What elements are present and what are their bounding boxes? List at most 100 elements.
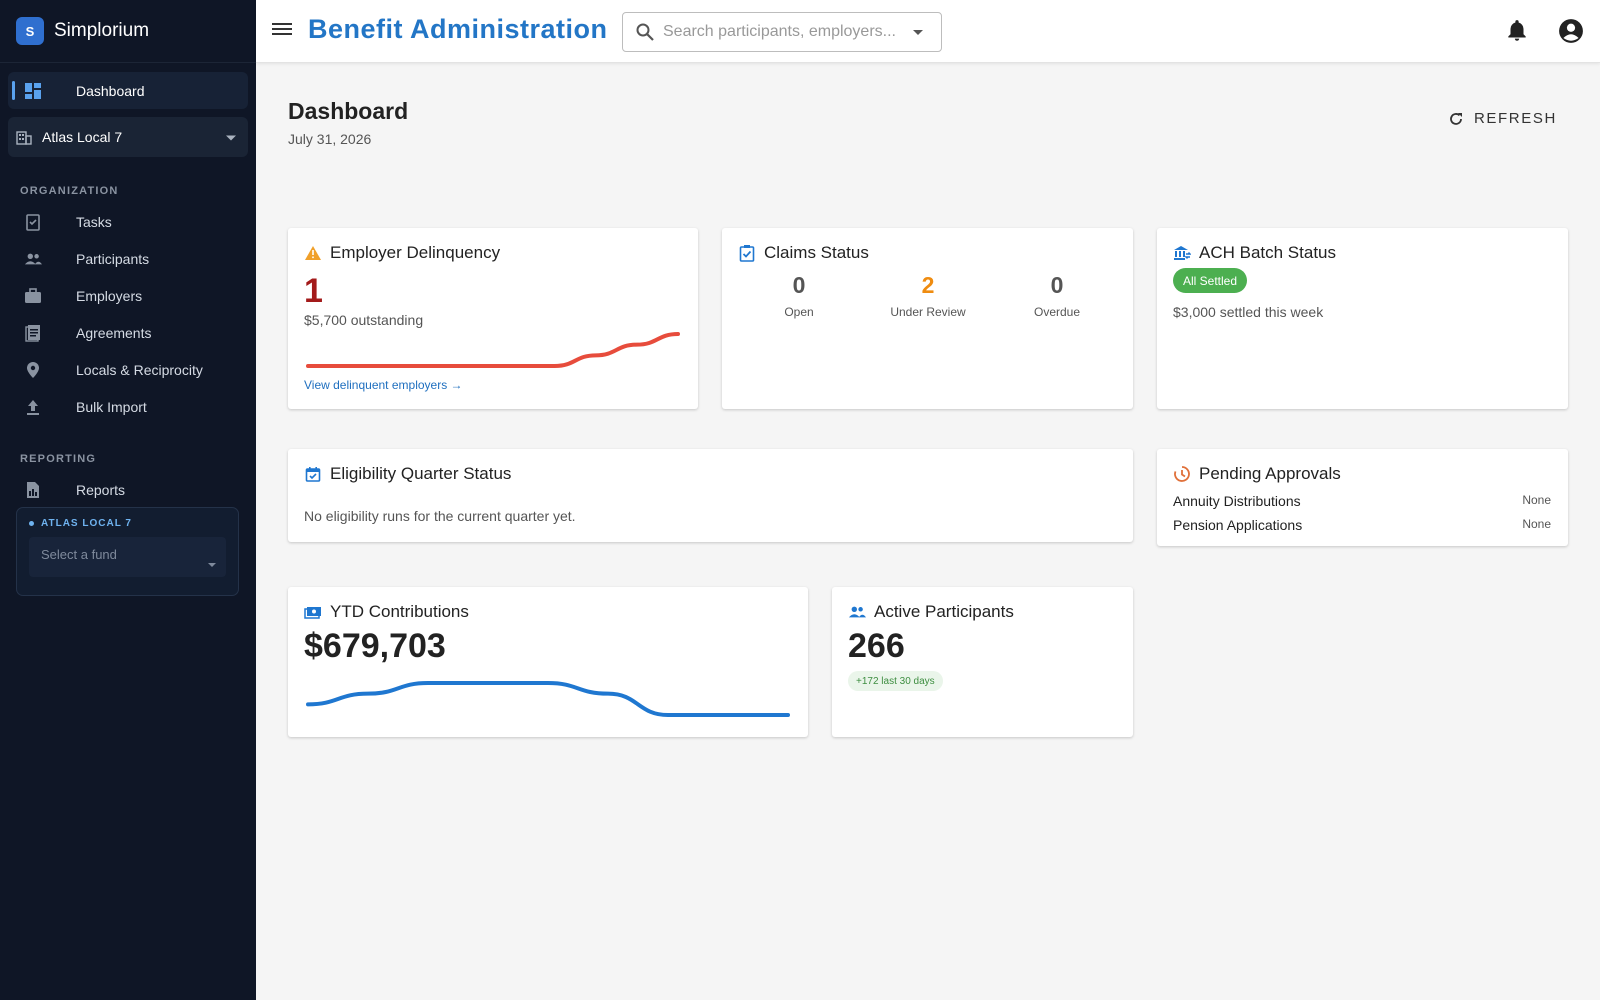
ach-summary: $3,000 settled this week [1173, 304, 1324, 320]
card-title: Pending Approvals [1199, 464, 1341, 483]
search-input[interactable] [663, 21, 903, 43]
sidebar-item-label: Bulk Import [76, 398, 147, 415]
sidebar-item-label: Employers [76, 287, 143, 304]
sidebar-item-label: Dashboard [76, 82, 145, 99]
approval-row: Annuity Distributions None [1173, 493, 1551, 509]
calendar-check-icon [304, 465, 322, 483]
approval-row: Pension Applications None [1173, 517, 1551, 533]
delinquency-count: 1 [304, 272, 323, 310]
page-title: Dashboard [288, 98, 409, 124]
clipboard-check-icon [738, 244, 756, 262]
sidebar-item-locals-reciprocity[interactable]: Locals & Reciprocity [8, 351, 248, 388]
sidebar-item-agreements[interactable]: Agreements [8, 314, 248, 351]
sidebar-item-employers[interactable]: Employers [8, 277, 248, 314]
active-participants-card: Active Participants 266 +172 last 30 day… [832, 587, 1133, 737]
sidebar-item-label: Reports [76, 481, 126, 498]
view-delinquent-employers-link[interactable]: View delinquent employers → [304, 378, 463, 392]
claims-stat-overdue: 0 Overdue [1002, 272, 1112, 319]
people-icon [848, 603, 866, 621]
ytd-contributions-value: $679,703 [304, 627, 446, 665]
ytd-sparkline [306, 681, 790, 717]
claims-stat-open: 0 Open [744, 272, 854, 319]
brand-name: Simplorium [54, 20, 150, 41]
dashboard-icon [24, 82, 42, 100]
sidebar-item-label: Participants [76, 250, 150, 267]
delinquency-outstanding: $5,700 outstanding [304, 312, 424, 328]
menu-button[interactable] [272, 20, 294, 42]
card-title: Employer Delinquency [330, 243, 501, 262]
card-header: Claims Status [738, 243, 869, 263]
claims-status-card: Claims Status 0 Open 2 Under Review 0 Ov… [722, 228, 1133, 409]
fund-selector-label: Atlas Local 7 [42, 129, 123, 145]
card-header: Pending Approvals [1173, 464, 1341, 484]
card-title: Active Participants [874, 602, 1014, 621]
fund-selector[interactable]: Atlas Local 7 [8, 117, 248, 157]
cash-icon [304, 603, 322, 621]
card-header: ACH Batch Status [1173, 243, 1336, 263]
chevron-down-icon [208, 563, 216, 567]
fund-select-input[interactable]: Select a fund [29, 537, 226, 577]
delinquency-trend-line [306, 332, 680, 368]
fund-context-label: ATLAS LOCAL 7 [41, 518, 132, 529]
sidebar-item-dashboard[interactable]: Dashboard [8, 72, 248, 109]
ach-batch-status-card: ACH Batch Status All Settled $3,000 sett… [1157, 228, 1568, 409]
ytd-contributions-card: YTD Contributions $679,703 [288, 587, 808, 737]
chevron-down-icon[interactable] [913, 30, 923, 35]
hamburger-icon [272, 23, 292, 25]
approval-value: None [1522, 517, 1551, 531]
top-app-bar: Benefit Administration [256, 0, 1600, 63]
claims-stat-label: Open [784, 305, 814, 319]
card-title: ACH Batch Status [1199, 243, 1337, 262]
status-badge: All Settled [1173, 268, 1248, 293]
refresh-button[interactable]: REFRESH [1448, 110, 1557, 127]
card-title: Eligibility Quarter Status [330, 464, 512, 483]
search-box[interactable] [622, 12, 942, 52]
notifications-bell-icon[interactable] [1504, 18, 1530, 44]
sidebar: S Simplorium Dashboard Atlas Local 7 ORG… [0, 0, 256, 1000]
section-label-organization: ORGANIZATION [20, 185, 119, 197]
delta-badge: +172 last 30 days [848, 671, 943, 691]
refresh-label: REFRESH [1474, 110, 1557, 127]
hamburger-line [272, 33, 292, 35]
employer-delinquency-card: Employer Delinquency 1 $5,700 outstandin… [288, 228, 698, 409]
sidebar-item-tasks[interactable]: Tasks [8, 203, 248, 240]
claims-stat-label: Under Review [890, 305, 966, 319]
card-title: YTD Contributions [330, 602, 469, 621]
pending-approvals-card: Pending Approvals Annuity Distributions … [1157, 449, 1568, 546]
sidebar-item-reports[interactable]: Reports [8, 471, 248, 508]
claims-stat-under-review: 2 Under Review [873, 272, 983, 319]
page-date: July 31, 2026 [288, 131, 372, 147]
claims-stat-value: 0 [1050, 272, 1064, 298]
delinquency-sparkline [306, 332, 680, 368]
eligibility-message: No eligibility runs for the current quar… [304, 508, 576, 524]
ytd-trend-line [306, 681, 790, 717]
chevron-down-icon [226, 135, 236, 141]
card-title: Claims Status [764, 243, 869, 262]
brand[interactable]: S Simplorium [0, 0, 256, 63]
card-header: Eligibility Quarter Status [304, 464, 511, 484]
section-label-reporting: REPORTING [20, 453, 97, 465]
sidebar-item-participants[interactable]: Participants [8, 240, 248, 277]
report-icon [24, 481, 42, 499]
search-icon [635, 22, 655, 42]
approval-label: Pension Applications [1173, 517, 1303, 533]
sidebar-item-label: Tasks [76, 213, 112, 230]
fund-context-panel: ATLAS LOCAL 7 Select a fund [16, 507, 239, 596]
warning-icon [304, 244, 322, 262]
app-title: Benefit Administration [308, 14, 608, 44]
fund-select-placeholder: Select a fund [41, 547, 117, 562]
people-icon [24, 250, 42, 268]
bank-icon [1173, 244, 1191, 262]
refresh-icon [1448, 111, 1464, 127]
fund-context-title: ATLAS LOCAL 7 [29, 518, 226, 529]
card-header: Active Participants [848, 602, 1014, 622]
active-participants-value: 266 [848, 627, 905, 665]
building-icon [16, 129, 32, 145]
sidebar-item-bulk-import[interactable]: Bulk Import [8, 388, 248, 425]
status-dot-icon [29, 521, 34, 526]
account-circle-icon[interactable] [1558, 18, 1584, 44]
brand-logo: S [16, 17, 44, 45]
claims-stat-label: Overdue [1033, 305, 1081, 319]
hamburger-line [272, 28, 292, 30]
upload-icon [24, 398, 42, 416]
